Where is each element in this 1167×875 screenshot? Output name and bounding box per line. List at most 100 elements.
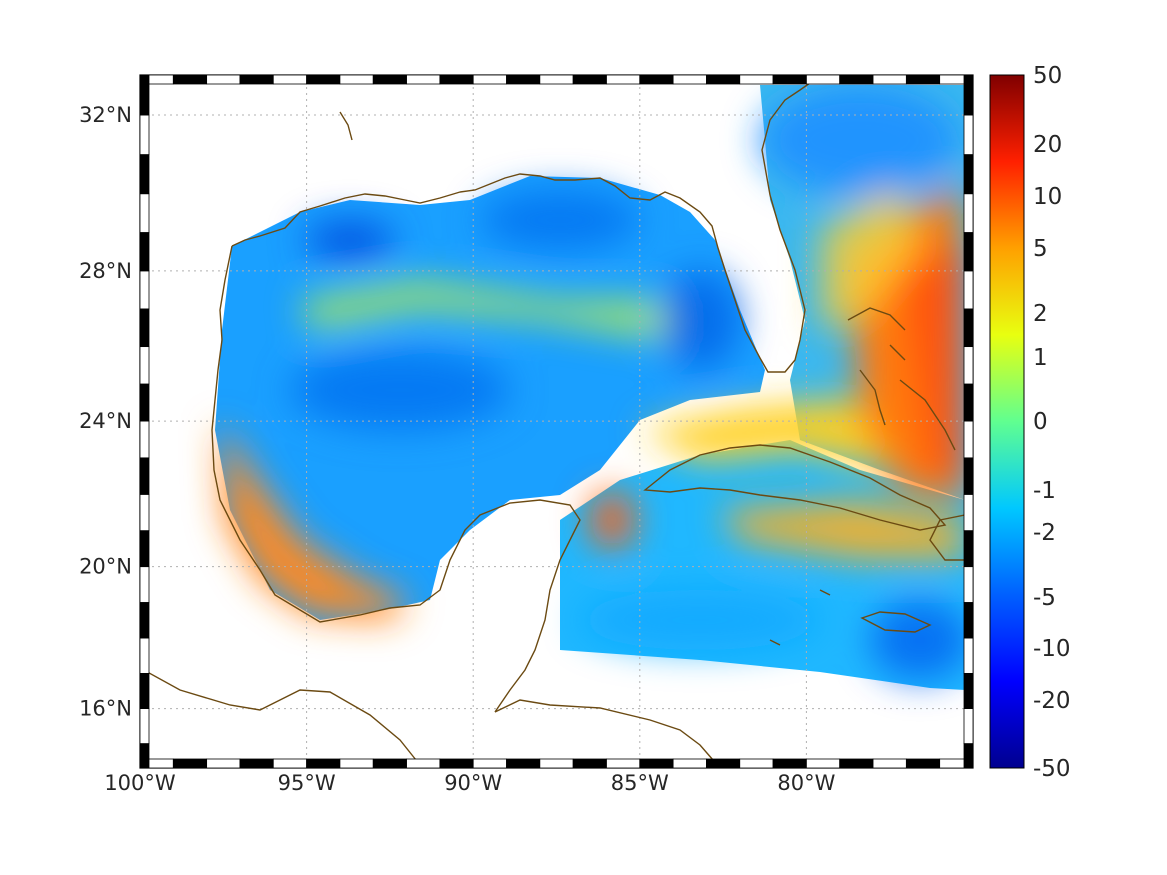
frame-band-segment bbox=[139, 637, 150, 674]
frame-band-segment bbox=[139, 602, 150, 639]
frame-bands bbox=[139, 74, 974, 769]
frame-band-segment bbox=[339, 758, 374, 769]
frame-band-segment bbox=[139, 383, 150, 422]
frame-band-segment bbox=[572, 758, 607, 769]
lat-tick-label: 32°N bbox=[79, 103, 132, 127]
frame-band-segment bbox=[772, 758, 807, 769]
frame-band-segment bbox=[963, 420, 974, 459]
frame-band-segment bbox=[472, 758, 507, 769]
frame-band-segment bbox=[963, 566, 974, 603]
colorbar-tick-label: 5 bbox=[1033, 236, 1048, 262]
frame-band-segment bbox=[872, 758, 907, 769]
frame-band-segment bbox=[139, 566, 150, 603]
frame-band-segment bbox=[572, 74, 607, 85]
frame-band-segment bbox=[963, 530, 974, 568]
lon-tick-label: 85°W bbox=[611, 771, 669, 795]
frame-band-segment bbox=[739, 758, 774, 769]
frame-band-segment bbox=[472, 74, 507, 85]
lat-labels: 32°N 28°N 24°N 20°N 16°N bbox=[79, 103, 132, 721]
frame-band-segment bbox=[706, 758, 741, 769]
frame-band-segment bbox=[963, 114, 974, 155]
frame-band-segment bbox=[239, 74, 274, 85]
coastline bbox=[140, 75, 966, 768]
frame-band-segment bbox=[905, 758, 941, 769]
anomaly-field bbox=[215, 85, 970, 690]
lon-tick-label: 80°W bbox=[777, 771, 835, 795]
frame-band-segment bbox=[506, 74, 541, 85]
frame-band-segment bbox=[872, 74, 907, 85]
lon-tick-label: 95°W bbox=[278, 771, 336, 795]
frame-band-segment bbox=[963, 383, 974, 422]
frame-band-segment bbox=[272, 74, 307, 85]
frame-band-segment bbox=[439, 758, 474, 769]
frame-band-segment bbox=[439, 74, 474, 85]
lat-tick-label: 24°N bbox=[79, 409, 132, 433]
lat-tick-label: 20°N bbox=[79, 555, 132, 579]
colorbar-tick-label: -50 bbox=[1033, 756, 1071, 782]
colorbar-tick-label: 1 bbox=[1033, 345, 1048, 371]
frame-band-segment bbox=[206, 74, 241, 85]
frame-band-segment bbox=[372, 758, 407, 769]
colorbar-tick-label: 20 bbox=[1033, 132, 1062, 158]
frame-band-segment bbox=[606, 74, 641, 85]
colorbar-tick-label: -1 bbox=[1033, 478, 1056, 504]
frame-band-segment bbox=[406, 758, 441, 769]
frame-band-segment bbox=[506, 758, 541, 769]
frame-band-segment bbox=[839, 74, 874, 85]
frame-band-segment bbox=[963, 193, 974, 233]
colorbar bbox=[989, 74, 1025, 769]
frame-band-segment bbox=[139, 346, 150, 385]
frame-band-segment bbox=[139, 74, 150, 116]
frame-band-segment bbox=[139, 672, 150, 709]
lat-tick-label: 28°N bbox=[79, 259, 132, 283]
frame-band-segment bbox=[139, 530, 150, 568]
frame-band-segment bbox=[539, 758, 574, 769]
frame-band-segment bbox=[963, 493, 974, 532]
frame-band-segment bbox=[139, 420, 150, 459]
frame-band-segment bbox=[806, 74, 841, 85]
frame-band-segment bbox=[306, 74, 341, 85]
frame-band-segment bbox=[706, 74, 741, 85]
frame-band-segment bbox=[139, 493, 150, 532]
frame-band-segment bbox=[139, 457, 150, 495]
frame-band-segment bbox=[963, 672, 974, 709]
frame-band-segment bbox=[139, 232, 150, 272]
frame-band-segment bbox=[139, 308, 150, 348]
frame-band-segment bbox=[739, 74, 774, 85]
frame-band-segment bbox=[306, 758, 341, 769]
frame-band-segment bbox=[905, 74, 941, 85]
colorbar-tick-label: -20 bbox=[1033, 688, 1071, 714]
frame-band-segment bbox=[963, 232, 974, 272]
frame-band-segment bbox=[406, 74, 441, 85]
frame-band-segment bbox=[539, 74, 574, 85]
frame-band-segment bbox=[606, 758, 641, 769]
lon-tick-label: 100°W bbox=[104, 771, 176, 795]
frame-band-segment bbox=[963, 708, 974, 744]
frame-band-segment bbox=[139, 743, 150, 769]
colorbar-tick-label: 0 bbox=[1033, 409, 1048, 435]
frame-band-segment bbox=[963, 637, 974, 674]
frame-band-segment bbox=[139, 270, 150, 310]
frame-band-segment bbox=[963, 74, 974, 116]
frame-band-segment bbox=[672, 758, 707, 769]
frame-band-segment bbox=[963, 457, 974, 495]
frame-band-segment bbox=[772, 74, 807, 85]
frame-band-segment bbox=[139, 193, 150, 233]
frame-band-segment bbox=[339, 74, 374, 85]
frame-band-segment bbox=[139, 708, 150, 744]
frame-band-segment bbox=[639, 74, 674, 85]
frame-band-segment bbox=[239, 758, 274, 769]
frame-band-segment bbox=[963, 602, 974, 639]
frame-band-segment bbox=[372, 74, 407, 85]
colorbar-tick-label: 50 bbox=[1033, 63, 1062, 89]
frame-band-segment bbox=[206, 758, 241, 769]
colorbar-tick-label: -10 bbox=[1033, 636, 1071, 662]
frame-band-segment bbox=[172, 758, 208, 769]
frame-band-segment bbox=[272, 758, 307, 769]
lon-tick-label: 90°W bbox=[444, 771, 502, 795]
colorbar-tick-label: -5 bbox=[1033, 585, 1056, 611]
colorbar-tick-label: 2 bbox=[1033, 301, 1048, 327]
frame-band-segment bbox=[839, 758, 874, 769]
